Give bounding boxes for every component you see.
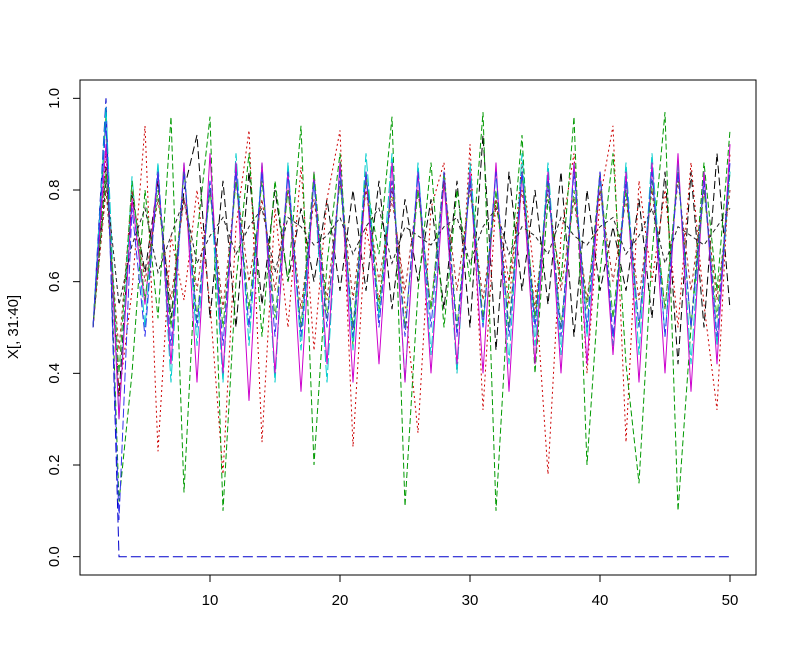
x-tick-label: 40 (592, 592, 609, 609)
y-tick-label: 0.6 (46, 271, 63, 292)
series-line-2 (92, 125, 731, 475)
x-tick-label: 20 (332, 592, 349, 609)
y-tick-label: 0.4 (46, 363, 63, 384)
y-axis: 0.0 0.2 0.4 0.6 0.8 1.0 (46, 88, 80, 567)
y-tick-label: 0.2 (46, 455, 63, 476)
series-line-8 (92, 180, 731, 351)
series-line-3 (92, 112, 731, 511)
y-tick-label: 0.8 (46, 180, 63, 201)
series-layer (92, 98, 731, 558)
x-tick-label: 30 (462, 592, 479, 609)
series-line-7 (92, 180, 731, 328)
plot-box (79, 79, 757, 576)
y-tick-label: 0.0 (46, 546, 63, 567)
x-axis: 10 20 30 40 50 (202, 575, 739, 609)
series-line-10 (92, 121, 731, 521)
x-tick-label: 50 (722, 592, 739, 609)
series-line-1 (92, 134, 731, 397)
y-axis-label: X[, 31:40] (5, 295, 22, 359)
y-tick-label: 1.0 (46, 88, 63, 109)
x-tick-label: 10 (202, 592, 219, 609)
series-line-4 (92, 98, 730, 558)
